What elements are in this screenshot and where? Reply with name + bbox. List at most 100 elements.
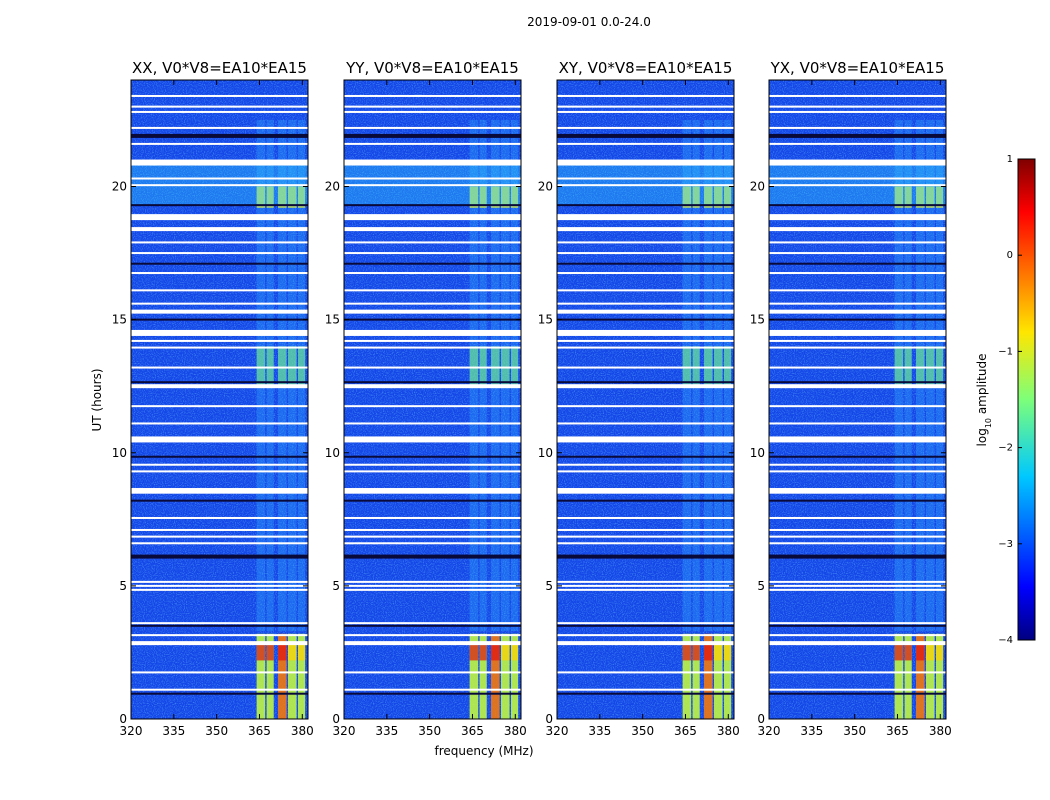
y-tick-label: 20	[538, 180, 553, 194]
rfi-band-strong	[916, 633, 925, 719]
rfi-band-burst	[714, 186, 723, 208]
flagged-row	[131, 126, 308, 129]
flagged-row	[344, 110, 521, 113]
rfi-band-peak	[692, 641, 700, 661]
flagged-row	[131, 624, 308, 627]
flagged-row	[131, 366, 308, 369]
flagged-row	[557, 688, 734, 691]
flagged-row	[557, 241, 734, 244]
y-tick-label: 20	[750, 180, 765, 194]
flagged-row	[131, 204, 308, 207]
flagged-row	[769, 499, 946, 502]
flagged-row	[557, 110, 734, 113]
rfi-band-strong	[256, 633, 266, 719]
y-tick-label: 10	[325, 446, 340, 460]
flagged-gap	[344, 159, 521, 166]
y-tick-label: 0	[757, 712, 765, 726]
rfi-band-mid	[479, 346, 487, 387]
colorbar-label-sub: 10	[984, 418, 993, 428]
flagged-row	[131, 262, 308, 265]
colorbar-tick-label: 1	[1007, 154, 1013, 165]
flagged-row	[769, 528, 946, 531]
rfi-band-burst	[298, 186, 306, 208]
y-tick-label: 10	[112, 446, 127, 460]
flagged-row	[769, 516, 946, 519]
colorbar-tick-label: −3	[998, 539, 1013, 550]
flagged-gap	[344, 214, 521, 221]
flagged-gap	[344, 436, 521, 443]
flagged-row	[769, 204, 946, 207]
colorbar-tick-label: −4	[998, 635, 1013, 646]
flagged-row	[557, 302, 734, 305]
rfi-band-burst	[501, 186, 510, 208]
flagged-row	[131, 142, 308, 145]
flagged-gap	[131, 329, 308, 336]
flagged-row	[557, 634, 734, 637]
rfi-band-burst	[266, 186, 274, 208]
flagged-row	[557, 133, 734, 138]
flagged-row	[131, 405, 308, 408]
flagged-gap	[557, 159, 734, 166]
flagged-row	[131, 94, 308, 97]
flagged-row	[131, 309, 308, 314]
y-tick-label: 20	[112, 180, 127, 194]
rfi-band-mid	[926, 346, 935, 387]
flagged-row	[131, 488, 308, 493]
rfi-band-mid	[916, 346, 925, 387]
flagged-row	[344, 422, 521, 425]
rfi-band-peak	[926, 641, 935, 661]
rfi-band-strong	[479, 633, 487, 719]
y-tick-label: 5	[757, 579, 765, 593]
flagged-row	[769, 384, 946, 389]
flagged-row	[344, 588, 521, 591]
colorbar-gradient	[1017, 158, 1036, 641]
rfi-band-mid	[278, 346, 287, 387]
flagged-row	[557, 126, 734, 129]
rfi-band-peak	[916, 641, 925, 661]
x-tick-label: 380	[504, 724, 527, 738]
flagged-row	[344, 671, 521, 674]
flagged-row	[769, 405, 946, 408]
flagged-row	[344, 488, 521, 493]
flagged-row	[769, 302, 946, 305]
flagged-row	[557, 422, 734, 425]
x-tick-label: 350	[205, 724, 228, 738]
colorbar-label-prefix: log	[975, 428, 989, 446]
flagged-row	[769, 381, 946, 384]
flagged-row	[557, 455, 734, 458]
flagged-row	[131, 272, 308, 275]
flagged-row	[344, 302, 521, 305]
x-tick-label: 320	[758, 724, 781, 738]
x-tick-label: 380	[291, 724, 314, 738]
flagged-row	[769, 455, 946, 458]
flagged-row	[769, 671, 946, 674]
flagged-row	[131, 463, 308, 466]
flagged-gap	[557, 329, 734, 336]
x-tick-label: 350	[631, 724, 654, 738]
flagged-row	[769, 110, 946, 113]
rfi-band-strong	[724, 633, 732, 719]
flagged-row	[131, 133, 308, 138]
rfi-band-peak	[469, 641, 479, 661]
rfi-band-peak	[491, 641, 500, 661]
rfi-band-strong	[288, 633, 297, 719]
flagged-row	[557, 272, 734, 275]
rfi-band-mid	[894, 346, 904, 387]
rfi-band-strong	[469, 633, 479, 719]
flagged-row	[769, 422, 946, 425]
flagged-row	[344, 241, 521, 244]
y-tick-label: 0	[119, 712, 127, 726]
flagged-row	[557, 142, 734, 145]
y-tick-label: 5	[119, 579, 127, 593]
flagged-row	[131, 105, 308, 108]
panel-title: YY, V0*V8=EA10*EA15	[345, 59, 519, 77]
x-tick-label: 335	[588, 724, 611, 738]
flagged-row	[769, 535, 946, 538]
rfi-band-burst	[256, 186, 266, 208]
flagged-row	[344, 634, 521, 637]
rfi-band-peak	[894, 641, 904, 661]
flagged-row	[131, 470, 308, 473]
rfi-band-peak	[266, 641, 274, 661]
colorbar-tick-label: −1	[998, 346, 1013, 357]
flagged-row	[557, 542, 734, 545]
